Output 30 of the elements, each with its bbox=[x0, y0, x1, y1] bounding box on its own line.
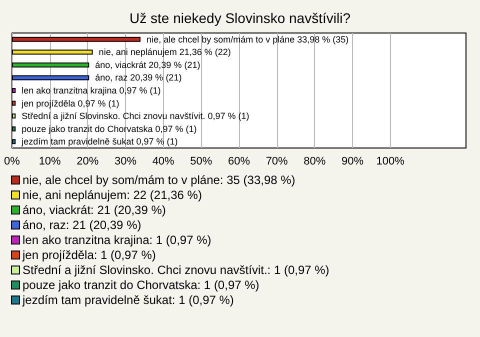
x-tick-label: 70% bbox=[266, 156, 288, 168]
legend-label: jezdím tam pravidelně šukat: 1 (0,97 %) bbox=[22, 293, 234, 307]
legend-label: Střední a jižní Slovinsko. Chci znovu navštívit.: 1 (0,97 %) bbox=[22, 263, 330, 277]
data-label: jen projížděla 0,97 % (1) bbox=[20, 98, 120, 108]
x-tick-label: 30% bbox=[114, 156, 137, 168]
legend-label: áno, viackrát: 21 (20,39 %) bbox=[22, 203, 166, 217]
x-tick-label: 60% bbox=[228, 156, 250, 168]
x-tick-label: 100% bbox=[376, 156, 405, 168]
x-tick-label: 10% bbox=[38, 156, 62, 168]
data-label: pouze jako tranzit do Chorvatska 0,97 % (1) bbox=[22, 124, 197, 134]
x-tick-label: 80% bbox=[304, 156, 326, 168]
data-label: jezdím tam pravidelně šukat 0,97 % (1) bbox=[20, 136, 178, 147]
data-label: áno, raz 20,39 % (21) bbox=[95, 72, 182, 83]
legend-label: nie, ani neplánujem: 22 (21,36 %) bbox=[22, 188, 202, 202]
data-label: áno, viackrát 20,39 % (21) bbox=[95, 60, 200, 70]
legend-label: jen projížděla: 1 (0,97 %) bbox=[22, 248, 156, 262]
legend-label: len ako tranzitna krajina: 1 (0,97 %) bbox=[22, 233, 212, 247]
legend-label: áno, raz: 21 (20,39 %) bbox=[22, 218, 142, 232]
legend-label: nie, ale chcel by som/mám to v pláne: 35 (33,98 %) bbox=[22, 173, 296, 187]
data-label: Střední a jižní Slovinsko. Chci znovu navštívit. 0,97 % (1) bbox=[22, 111, 250, 122]
x-tick-label: 90% bbox=[341, 156, 364, 168]
data-label: len ako tranzitna krajina 0,97 % (1) bbox=[22, 86, 161, 96]
x-tick-label: 40% bbox=[152, 156, 175, 168]
x-tick-label: 0% bbox=[4, 156, 20, 168]
x-tick-label: 20% bbox=[76, 156, 99, 168]
chart-title: Už ste niekedy Slovinsko navštívili? bbox=[130, 10, 351, 26]
data-label: nie, ani neplánujem 21,36 % (22) bbox=[98, 47, 231, 58]
data-label: nie, ale chcel by som/mám to v pláne 33,98 % (35) bbox=[146, 34, 349, 44]
x-tick-label: 50% bbox=[190, 156, 212, 168]
legend-label: pouze jako tranzit do Chorvatska: 1 (0,97 %) bbox=[22, 278, 260, 292]
